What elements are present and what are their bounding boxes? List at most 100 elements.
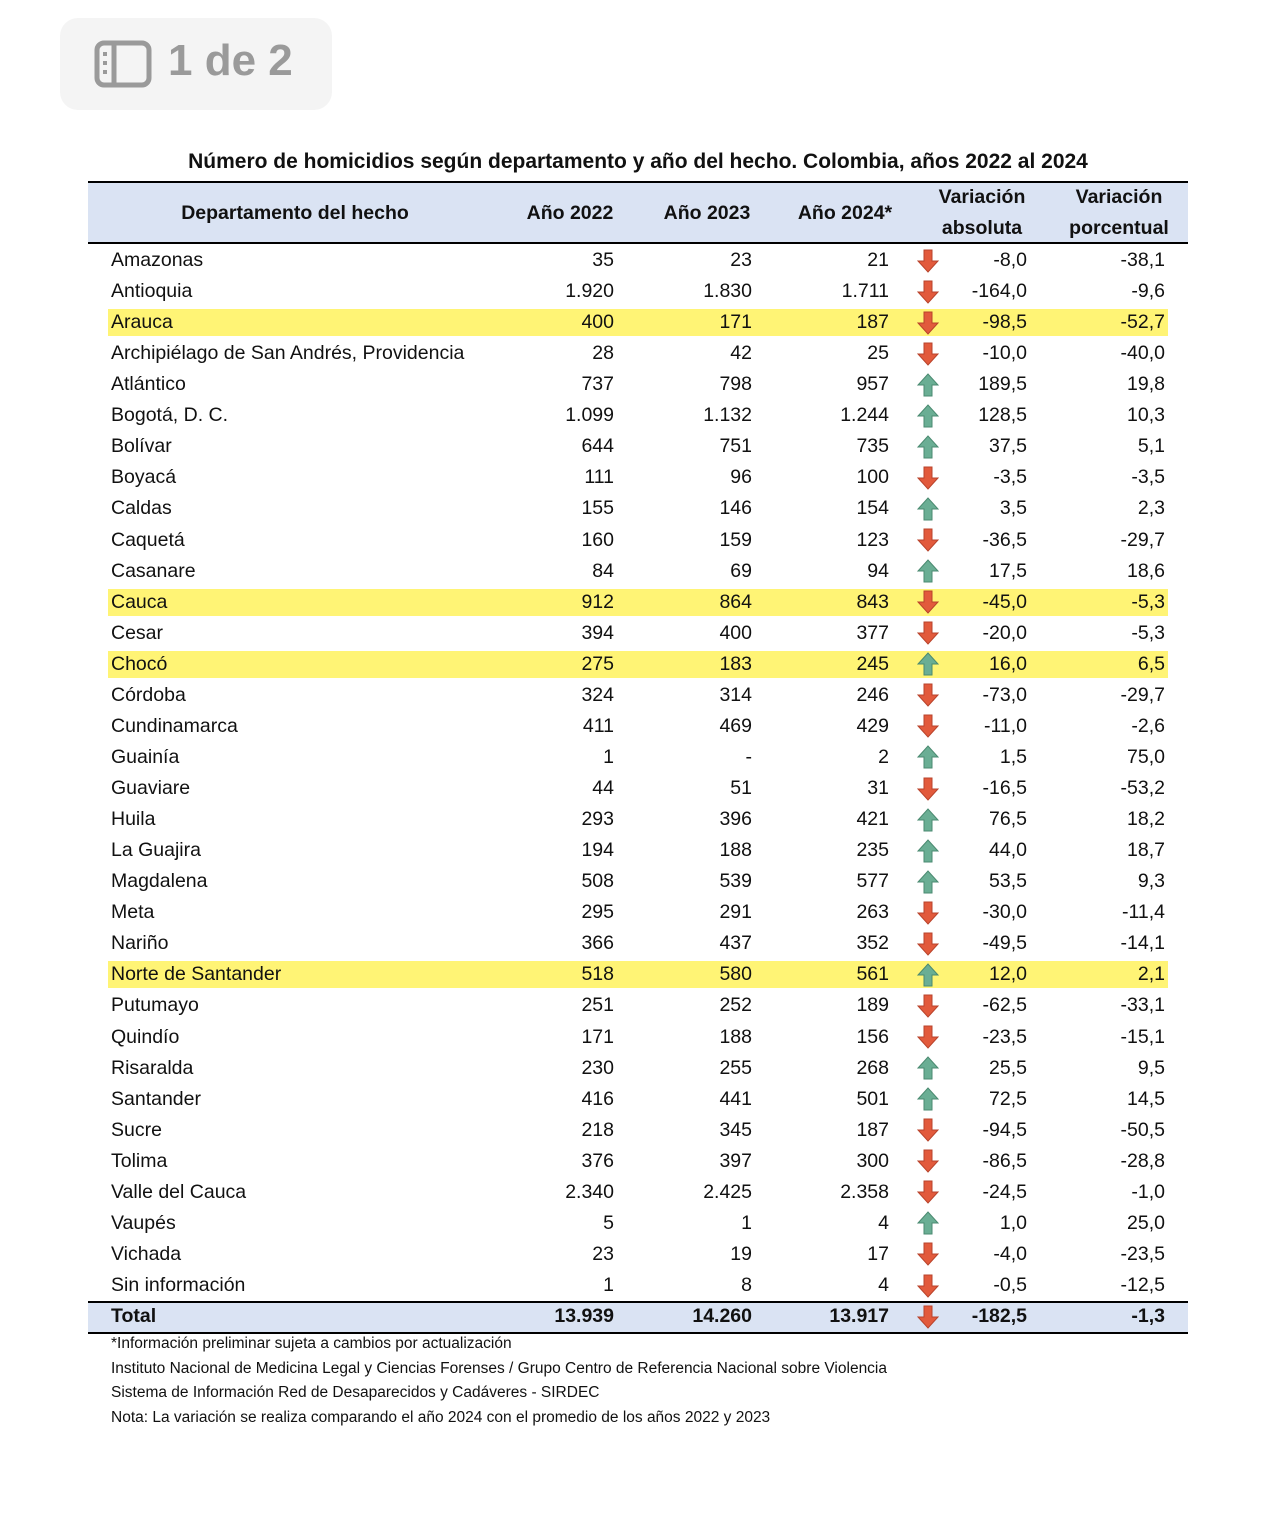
cell-value: 183 [719, 652, 752, 675]
cell-value: 159 [719, 528, 752, 551]
cell-value: 155 [581, 497, 614, 520]
cell-value: 14,5 [1127, 1087, 1165, 1110]
cell-value: 293 [581, 808, 614, 831]
cell-value: 411 [582, 714, 614, 737]
up-arrow [917, 838, 939, 863]
cell-value: 324 [581, 683, 614, 706]
cell-value: 13.917 [829, 1305, 889, 1328]
cell-value: -8,0 [993, 249, 1027, 271]
cell-value: 23 [730, 249, 752, 271]
row-label: La Guajira [111, 839, 201, 862]
cell-value: 111 [584, 466, 614, 489]
cell-value: 1.920 [565, 280, 614, 303]
row-label: Vaupés [111, 1211, 176, 1234]
cell-value: 188 [719, 1025, 752, 1048]
cell-value: 263 [856, 901, 889, 924]
column-header: Año 2022 [526, 201, 614, 224]
cell-value: 416 [581, 1087, 614, 1110]
cell-value: 4 [878, 1211, 889, 1234]
row-label: Arauca [111, 311, 173, 334]
cell-value: 146 [719, 497, 752, 520]
cell-value: 246 [856, 683, 889, 706]
cell-value: 539 [719, 870, 752, 893]
cell-value: 9,3 [1137, 870, 1165, 893]
row-label: Chocó [111, 652, 168, 675]
down-arrow [917, 621, 939, 645]
cell-value: -4,0 [993, 1242, 1027, 1265]
header-bottom-rule [88, 242, 1188, 244]
cell-value: 644 [581, 435, 614, 458]
cell-value: 508 [581, 870, 614, 893]
cell-value: -3,5 [1131, 466, 1165, 489]
page-badge: 1 de 2 [60, 18, 332, 110]
sidebar-icon [94, 40, 152, 88]
row-label: Bolívar [111, 435, 172, 458]
cell-value: 37,5 [989, 435, 1027, 458]
row-label: Cesar [111, 621, 164, 644]
row-label: Archipiélago de San Andrés, Providencia [111, 342, 465, 365]
cell-value: 957 [856, 373, 889, 396]
cell-value: 12,0 [989, 963, 1027, 986]
down-arrow [917, 1180, 939, 1205]
cell-value: 187 [856, 311, 889, 334]
row-label: Vichada [111, 1242, 182, 1265]
cell-value: -20,0 [982, 621, 1027, 644]
down-arrow [917, 280, 939, 304]
up-arrow [917, 435, 939, 459]
cell-value: 51 [730, 777, 752, 800]
row-label: Córdoba [111, 683, 186, 706]
cell-value: 9,5 [1137, 1056, 1165, 1079]
cell-value: 5,1 [1137, 435, 1165, 458]
cell-value: -40,0 [1120, 342, 1165, 365]
cell-value: -23,5 [1120, 1242, 1165, 1265]
cell-value: 314 [719, 683, 752, 706]
cell-value: 2,1 [1137, 963, 1165, 986]
cell-value: -5,3 [1131, 621, 1165, 644]
cell-value: 245 [856, 652, 889, 675]
cell-value: 218 [581, 1118, 614, 1141]
up-arrow [917, 1211, 939, 1235]
cell-value: -50,5 [1120, 1118, 1165, 1141]
cell-value: -29,7 [1120, 683, 1165, 706]
row-highlight [108, 588, 1168, 616]
row-highlight [108, 650, 1168, 678]
up-arrow [917, 373, 939, 397]
cell-value: 21 [867, 249, 889, 271]
up-arrow [917, 807, 939, 832]
row-label: Bogotá, D. C. [111, 404, 229, 427]
cell-value: 252 [719, 994, 752, 1017]
cell-value: 400 [719, 621, 752, 644]
cell-value: 864 [719, 590, 752, 613]
total-bottom-rule [88, 1332, 1188, 1335]
cell-value: 189,5 [978, 373, 1027, 396]
row-label: Cauca [111, 590, 168, 613]
cell-value: 366 [581, 932, 614, 955]
cell-value: 1,0 [999, 1211, 1027, 1234]
cell-value: 1 [603, 1273, 614, 1296]
cell-value: 275 [581, 652, 614, 675]
cell-value: 18,7 [1127, 839, 1165, 862]
cell-value: -164,0 [971, 280, 1027, 303]
cell-value: 291 [719, 901, 752, 924]
cell-value: 397 [719, 1149, 752, 1172]
cell-value: 31 [867, 777, 889, 800]
cell-value: 23 [592, 1242, 614, 1265]
cell-value: 230 [581, 1056, 614, 1079]
cell-value: 2.425 [703, 1180, 752, 1203]
cell-value: 160 [581, 528, 614, 551]
cell-value: -15,1 [1120, 1025, 1165, 1048]
footnote: Nota: La variación se realiza comparando… [111, 1409, 771, 1427]
cell-value: -24,5 [982, 1180, 1027, 1203]
down-arrow [917, 1025, 939, 1049]
row-label: Nariño [111, 932, 169, 955]
cell-value: 912 [581, 590, 614, 613]
cell-value: 735 [856, 435, 889, 458]
row-label: Guaviare [111, 777, 191, 800]
cell-value: 352 [856, 932, 889, 955]
down-arrow [917, 1118, 939, 1142]
column-header: Año 2023 [663, 201, 751, 224]
cell-value: 2 [878, 745, 889, 768]
up-arrow [917, 745, 939, 769]
cell-value: 3,5 [999, 497, 1027, 520]
